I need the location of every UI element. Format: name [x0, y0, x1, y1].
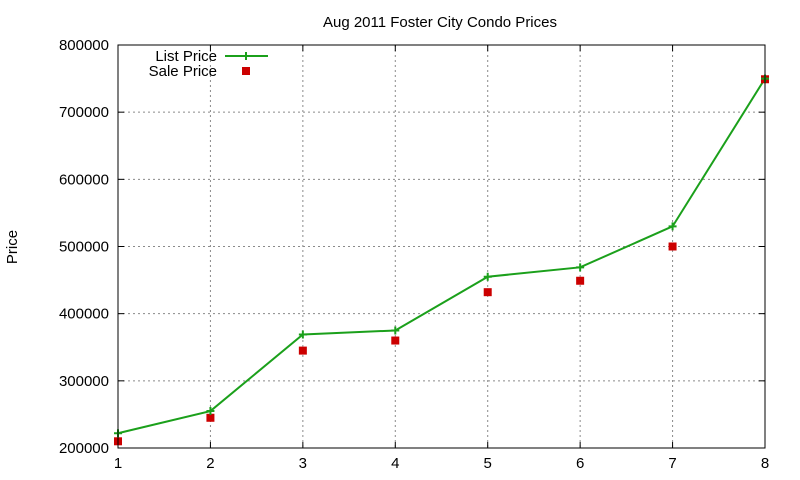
y-tick-label: 300000	[59, 373, 109, 390]
list-price-point	[391, 326, 400, 335]
x-tick-label: 1	[114, 455, 122, 472]
y-tick-label: 700000	[59, 104, 109, 121]
sale-price-point	[298, 346, 307, 355]
x-tick-label: 5	[484, 455, 492, 472]
legend-label-sale-price: Sale Price	[149, 63, 217, 80]
y-tick-label: 500000	[59, 239, 109, 256]
y-tick-label: 800000	[59, 37, 109, 54]
x-tick-label: 8	[761, 455, 769, 472]
plot-series	[114, 74, 769, 446]
axis-ticks: 1 2 3 4 5 6 7 8 200000 300000 400000 500000 600000 70…	[59, 37, 769, 472]
plot-frame	[117, 44, 766, 449]
x-tick-label: 7	[668, 455, 676, 472]
x-tick-label: 4	[391, 455, 399, 472]
legend-marker-list-price	[242, 52, 250, 60]
grid-lines	[118, 45, 765, 448]
x-tick-label: 6	[576, 455, 584, 472]
list-price-line	[117, 78, 766, 435]
sale-price-point	[576, 276, 585, 285]
list-price-point	[206, 407, 215, 416]
list-price-point	[483, 272, 492, 281]
legend: List Price Sale Price	[149, 48, 268, 80]
sale-price-point	[391, 336, 400, 345]
chart-title: Aug 2011 Foster City Condo Prices	[323, 14, 557, 31]
x-tick-label: 2	[206, 455, 214, 472]
y-tick-label: 200000	[59, 440, 109, 457]
list-price-point	[298, 330, 307, 339]
y-axis-label: Price	[4, 230, 21, 264]
sale-price-point	[206, 413, 215, 422]
x-tick-label: 3	[299, 455, 307, 472]
legend-label-list-price: List Price	[155, 48, 217, 65]
list-price-point	[576, 263, 585, 272]
sale-price-point	[483, 288, 492, 297]
y-tick-label: 400000	[59, 306, 109, 323]
y-tick-label: 600000	[59, 171, 109, 188]
legend-marker-sale-price	[242, 67, 250, 75]
list-price-point	[668, 222, 677, 231]
sale-price-point	[668, 242, 677, 251]
